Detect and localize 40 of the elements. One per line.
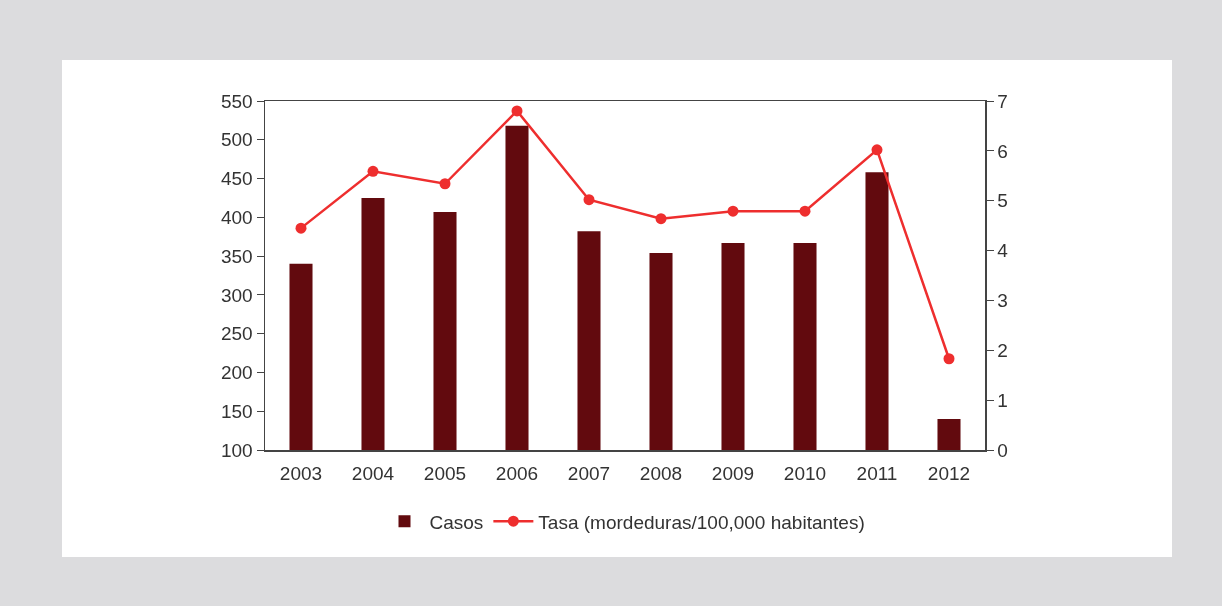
point [871, 144, 883, 156]
x-tick-label: 2009 [711, 463, 755, 485]
y2-tick-label: 7 [997, 90, 1008, 112]
point [727, 205, 739, 217]
point [655, 213, 667, 225]
x-tick-label: 2008 [639, 463, 683, 485]
y2-tick-label: 5 [997, 190, 1008, 212]
y-tick-label: 300 [221, 284, 253, 306]
y2-tick-label: 3 [997, 290, 1008, 312]
x-tick-label: 2005 [423, 463, 467, 485]
y2-tick-label: 2 [997, 339, 1008, 361]
x-tick-label: 2010 [783, 463, 827, 485]
y-tick-label: 450 [221, 168, 253, 190]
y-tick-label: 100 [221, 439, 253, 461]
y2-tick-label: 1 [997, 389, 1008, 411]
y-tick-label: 250 [221, 323, 253, 345]
point [583, 194, 595, 206]
point [799, 205, 811, 217]
x-tick-label: 2003 [279, 463, 323, 485]
point [295, 222, 307, 234]
point [367, 165, 379, 177]
point [511, 105, 523, 117]
y-tick-label: 150 [221, 400, 253, 422]
y-tick-label: 350 [221, 245, 253, 267]
y-tick-label: 200 [221, 362, 253, 384]
y2-tick-label: 6 [997, 140, 1008, 162]
x-tick-label: 2006 [495, 463, 539, 485]
legend-label: Casos [429, 511, 484, 533]
point [943, 353, 955, 365]
x-tick-label: 2007 [567, 463, 611, 485]
y-tick-label: 400 [221, 206, 253, 228]
point [439, 178, 451, 190]
legend-label: Tasa (mordeduras/100,000 habitantes) [538, 511, 865, 533]
x-tick-label: 2012 [927, 463, 971, 485]
y2-tick-label: 0 [997, 439, 1008, 461]
y2-tick-label: 4 [997, 240, 1009, 262]
x-tick-label: 2004 [351, 463, 395, 485]
x-tick-label: 2011 [856, 463, 898, 485]
y-tick-label: 550 [221, 90, 253, 112]
y-tick-label: 500 [221, 129, 253, 151]
